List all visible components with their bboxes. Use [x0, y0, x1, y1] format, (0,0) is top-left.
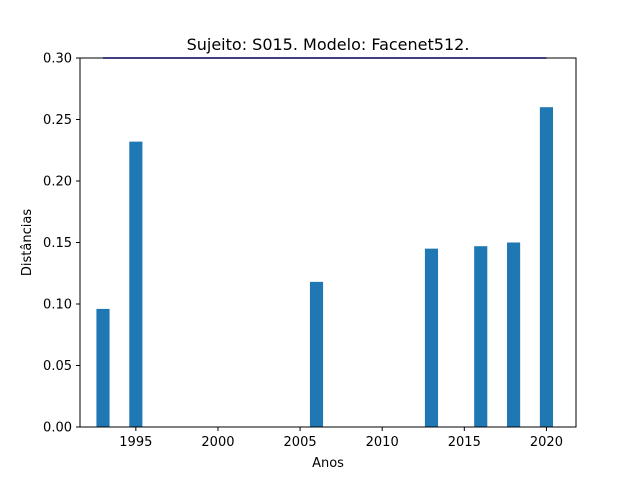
y-tick-label: 0.20	[43, 175, 72, 190]
y-tick-label: 0.30	[43, 52, 72, 67]
x-tick-label: 2020	[530, 435, 563, 450]
bar-2013	[424, 248, 439, 427]
y-axis-ticks: 0.00 0.05 0.10 0.15 0.20 0.25 0.30	[43, 52, 80, 436]
bar-1995	[129, 141, 143, 427]
y-tick-label: 0.10	[43, 298, 72, 313]
x-tick-label: 1995	[119, 435, 152, 450]
bar-2006	[309, 281, 324, 427]
x-tick-label: 2005	[284, 435, 317, 450]
x-tick-label: 2000	[201, 435, 234, 450]
bars	[96, 107, 554, 427]
y-tick-label: 0.25	[43, 113, 72, 128]
x-axis-label: Anos	[312, 456, 344, 471]
y-tick-label: 0.15	[43, 236, 72, 251]
x-tick-label: 2015	[448, 435, 481, 450]
bar-2016	[474, 246, 488, 427]
chart-title: Sujeito: S015. Modelo: Facenet512.	[187, 35, 470, 54]
bar-2020	[539, 107, 554, 427]
y-axis-label: Distâncias	[20, 209, 35, 276]
plot-frame	[79, 57, 577, 428]
y-tick-label: 0.05	[43, 359, 72, 374]
y-tick-label: 0.00	[43, 421, 72, 436]
bar-2018	[507, 242, 521, 427]
bar-1993	[96, 308, 110, 427]
x-axis-ticks: 1995 2000 2005 2010 2015 2020	[119, 427, 563, 450]
x-tick-label: 2010	[366, 435, 399, 450]
